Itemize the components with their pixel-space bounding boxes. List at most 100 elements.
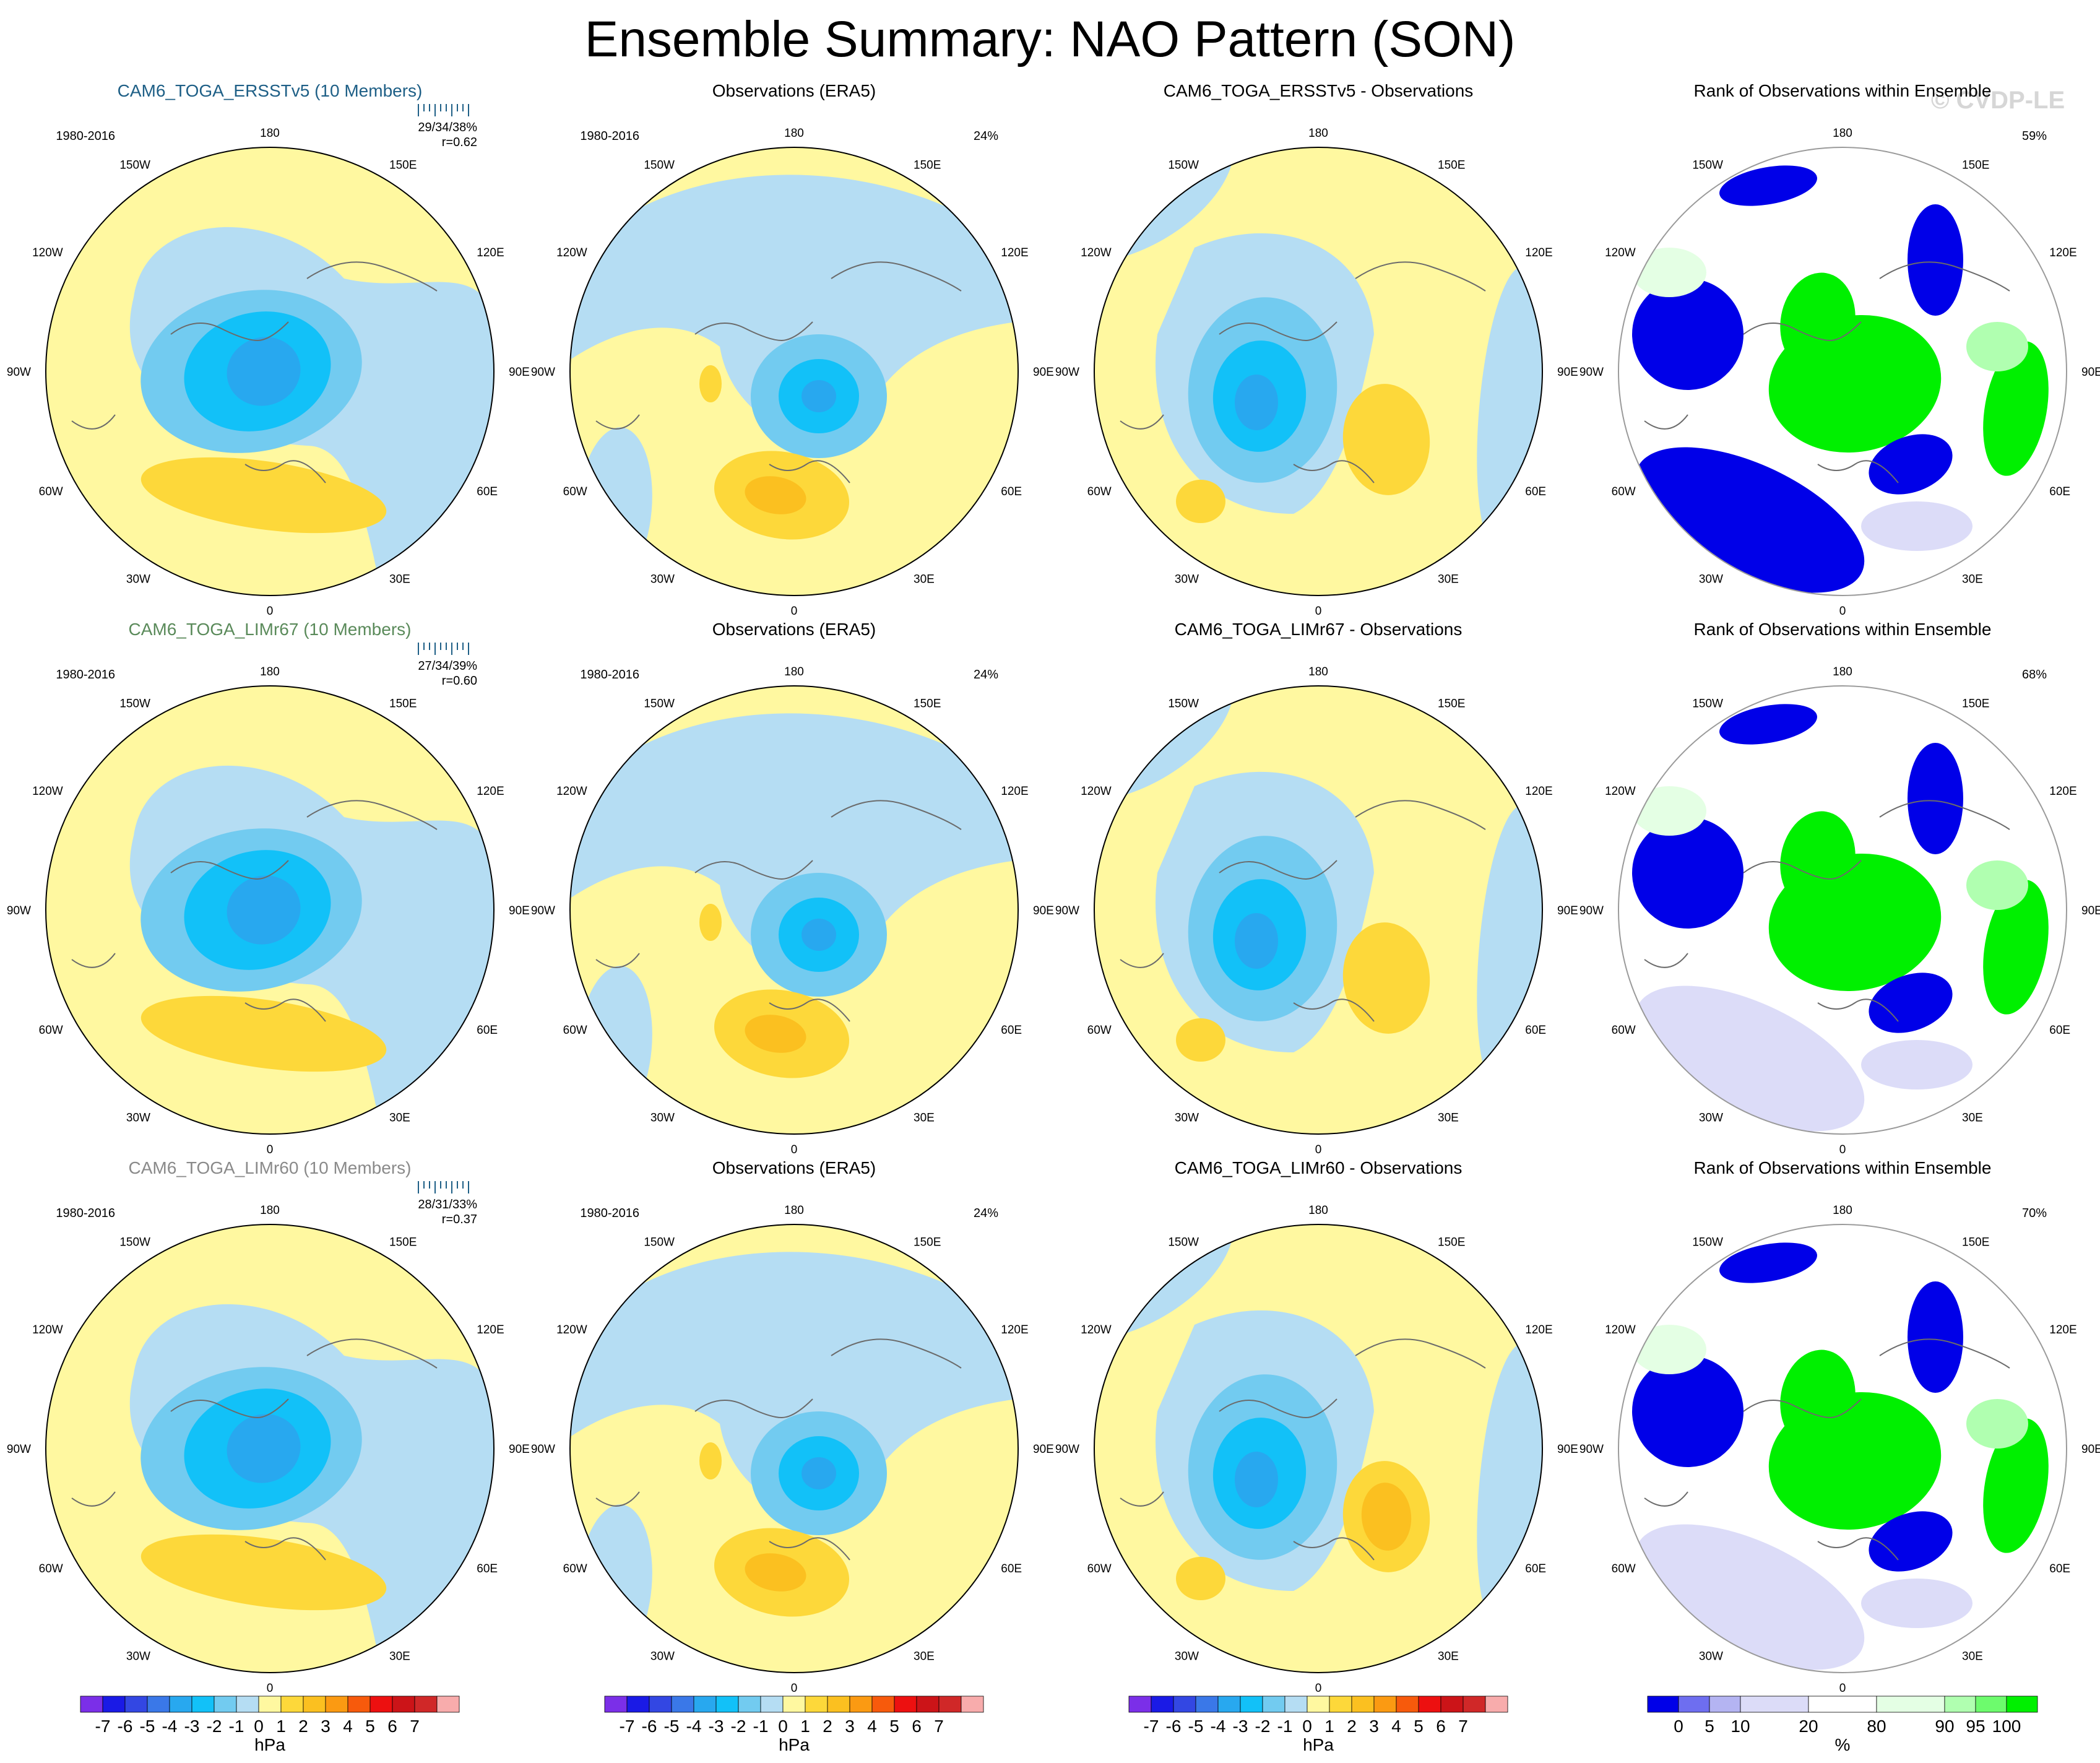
colorbar-swatch: [303, 1696, 326, 1713]
longitude-label: 30E: [914, 1650, 935, 1663]
longitude-label: 60E: [1525, 485, 1546, 498]
longitude-label: 90W: [7, 1443, 31, 1456]
pattern-yellow: [140, 1534, 387, 1611]
correlation-label: r=0.37: [442, 1213, 477, 1226]
longitude-label: 60E: [2049, 485, 2070, 498]
colorbar-swatch: [1808, 1696, 1877, 1713]
longitude-label: 90E: [2081, 366, 2100, 379]
longitude-label: 90W: [7, 366, 31, 379]
coastlines: [595, 1338, 962, 1561]
longitude-label: 90E: [1557, 1443, 1578, 1456]
period-label: 1980-2016: [56, 129, 115, 143]
pattern-yellow: [1342, 384, 1430, 495]
pattern-yellow: [699, 1442, 722, 1479]
map-border: [569, 1224, 1019, 1673]
colorbar-label: 20: [1799, 1717, 1818, 1736]
longitude-label: 180: [1833, 665, 1852, 678]
obs-title: Observations (ERA5): [712, 81, 876, 100]
model-title: CAM6_TOGA_LIMr60 (10 Members): [129, 1158, 412, 1177]
map-fill-r2-c3: [1094, 686, 1542, 1134]
longitude-label: 30E: [389, 1650, 410, 1663]
colorbar-swatch: [738, 1696, 761, 1713]
longitude-label: 30E: [1962, 1111, 1983, 1124]
rank-percent-label: 59%: [2022, 129, 2047, 143]
correlation-label: r=0.60: [442, 674, 477, 688]
map-panel-r2-c4: 180 150E 120E 90E 60E 30E 0 30W 60W 90W 120W 150W: [1579, 665, 2100, 1156]
colorbar-label: 0: [1302, 1717, 1312, 1736]
longitude-label: 90E: [509, 1443, 530, 1456]
longitude-label: 90E: [1033, 1443, 1054, 1456]
rank-region: [1635, 985, 1865, 1132]
coastlines: [1644, 261, 2010, 483]
stats-label: 27/34/39%: [418, 659, 477, 673]
longitude-label: 120E: [2049, 1323, 2076, 1336]
longitude-label: 120W: [1605, 1323, 1636, 1336]
longitude-label: 150W: [119, 1236, 150, 1249]
obs-percent-label: 24%: [974, 668, 998, 682]
coastline-path: [595, 800, 962, 1022]
member-ticks: [418, 643, 469, 655]
colorbar-swatch: [715, 1696, 739, 1713]
coastline-path: [71, 800, 438, 1022]
model-title: CAM6_TOGA_LIMr67 (10 Members): [129, 620, 412, 639]
longitude-label: 30E: [389, 1111, 410, 1124]
colorbar-swatch: [347, 1696, 371, 1713]
coastlines: [1120, 1338, 1486, 1561]
map-fill-r1-c2: [570, 147, 1018, 596]
colorbar-label: -2: [1255, 1717, 1271, 1736]
longitude-label: 120W: [32, 1323, 63, 1336]
longitude-label: 30E: [389, 573, 410, 586]
colorbar-label: 4: [1391, 1717, 1401, 1736]
longitude-label: 90W: [1055, 904, 1079, 917]
longitude-label: 150E: [389, 698, 417, 711]
longitude-label: 120E: [1001, 785, 1028, 798]
pattern-blue: [227, 875, 301, 945]
coastlines: [71, 1338, 438, 1561]
watermark: © CVDP-LE: [1931, 87, 2065, 114]
rank-region: [1719, 1242, 1817, 1283]
longitude-label: 30E: [1962, 1650, 1983, 1663]
hpa-colorbar-1: -7 -6 -5 -4 -3 -2 -1 0 1 2 3 4 5 6 7 hPa: [80, 1696, 460, 1754]
longitude-label: 90E: [1033, 366, 1054, 379]
colorbar-swatch: [894, 1696, 917, 1713]
longitude-label: 60W: [563, 1024, 587, 1037]
colorbar-swatch: [671, 1696, 694, 1713]
longitude-label: 30W: [650, 1650, 675, 1663]
longitude-label: 120W: [1605, 785, 1636, 798]
map-border: [1094, 1224, 1543, 1673]
longitude-label: 90W: [1055, 1443, 1079, 1456]
longitude-label: 120W: [32, 785, 63, 798]
colorbar-label: -4: [686, 1717, 702, 1736]
colorbar-swatch: [1876, 1696, 1945, 1713]
colorbar-label: 7: [1458, 1717, 1468, 1736]
longitude-label: 150E: [1962, 698, 1989, 711]
longitude-label: 180: [1308, 127, 1328, 140]
rank-title: Rank of Observations within Ensemble: [1694, 620, 1992, 639]
colorbar-swatch: [1262, 1696, 1285, 1713]
rank-region: [1635, 447, 1865, 593]
pattern-light-blue: [571, 175, 1017, 446]
rank-region: [1869, 1511, 1953, 1572]
longitude-label: 90E: [509, 366, 530, 379]
colorbar-label: 6: [387, 1717, 397, 1736]
longitude-label: 0: [267, 1682, 274, 1695]
colorbar-swatch: [1151, 1696, 1174, 1713]
longitude-label: 0: [1315, 1143, 1322, 1156]
colorbar-label: 6: [912, 1717, 922, 1736]
longitude-label: 30W: [1175, 573, 1199, 586]
longitude-label: 120E: [477, 785, 504, 798]
colorbar-label: -1: [1277, 1717, 1293, 1736]
pattern-blue: [1235, 375, 1278, 430]
rank-percent-label: 68%: [2022, 668, 2047, 682]
rank-percent-label: 70%: [2022, 1206, 2047, 1220]
colorbar-swatch: [604, 1696, 628, 1713]
map-fill-r1-c4: [1618, 147, 2067, 596]
rank-title: Rank of Observations within Ensemble: [1694, 1158, 1992, 1177]
longitude-label: 90W: [1055, 366, 1079, 379]
longitude-label: 0: [791, 605, 798, 618]
rank-colorbar: 0 5 10 20 80 90 95 100%: [1647, 1696, 2038, 1754]
coastline-path: [595, 1338, 962, 1561]
colorbar-label: -3: [709, 1717, 724, 1736]
pattern-yellow: [699, 365, 722, 402]
longitude-label: 180: [1308, 1204, 1328, 1217]
